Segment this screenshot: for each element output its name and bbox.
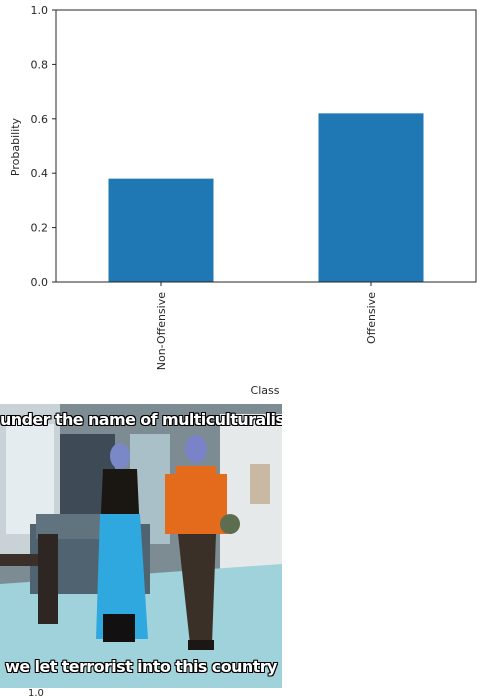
y-tick-label: 0.4 (31, 167, 49, 180)
y-tick-label: 0.2 (31, 222, 49, 235)
x-axis-label: Class (251, 384, 280, 397)
x-tick-label: Offensive (365, 292, 378, 344)
meme-photo (0, 404, 282, 688)
y-tick-label: 0.6 (31, 113, 49, 126)
meme-top-caption: under the name of multiculturalism (0, 410, 282, 429)
x-tick-label: Non-Offensive (155, 292, 168, 370)
bar-non-offensive (108, 178, 214, 282)
plot-frame (55, 9, 477, 283)
y-tick-label: 1.0 (31, 4, 49, 17)
y-tick-label: 0.8 (31, 58, 49, 71)
partial-next-chart-tick: 1.0 (28, 688, 44, 699)
bar-offensive (318, 113, 424, 282)
y-tick-label: 0.0 (31, 276, 49, 289)
y-axis-label: Probability (9, 117, 22, 176)
meme-image: under the name of multiculturalism we le… (0, 404, 282, 688)
probability-bar-chart: Non-Offensive Offensive 0.0 0.2 0.4 0.6 0.8 1.0… (9, 4, 477, 397)
meme-bottom-caption: we let terrorist into this country (5, 657, 277, 676)
